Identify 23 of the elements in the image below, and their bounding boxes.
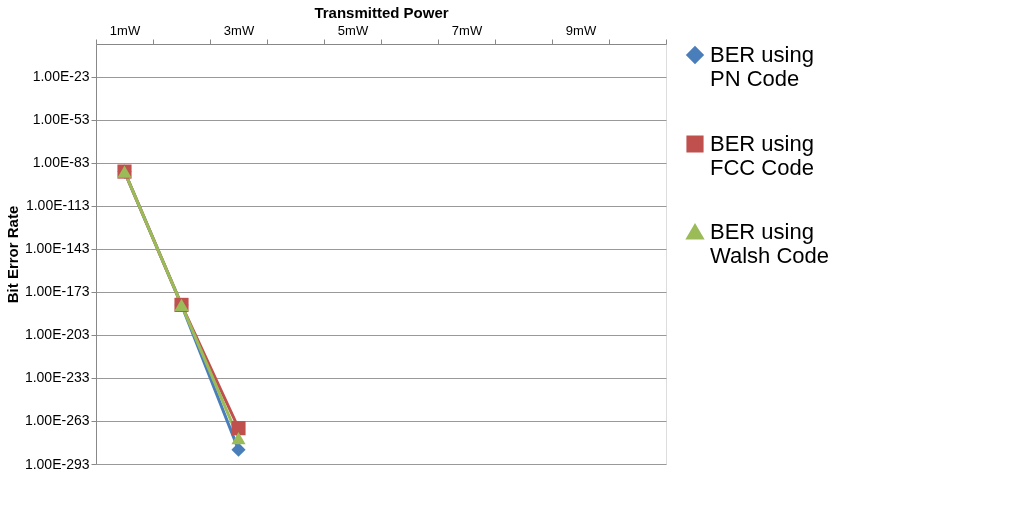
y-tick-label: 1.00E-143: [24, 240, 90, 257]
y-tick-label: 1.00E-113: [25, 197, 90, 214]
y-axis-title: Bit Error Rate: [3, 205, 21, 304]
x-axis-title: Transmitted Power: [314, 3, 449, 21]
y-tick-label: 1.00E-53: [32, 111, 90, 128]
y-tick-label: 1.00E-203: [24, 326, 90, 343]
y-tick-label: 1.00E-233: [24, 369, 90, 386]
legend-label: BER using FCC Code: [710, 131, 814, 180]
x-tick-label: 7mW: [451, 22, 483, 38]
x-tick-label: 5mW: [337, 22, 369, 38]
point: [231, 432, 246, 445]
y-tick-label: 1.00E-173: [24, 283, 90, 300]
x-tick-label: 3mW: [223, 22, 255, 38]
y-tick-label: 1.00E-23: [32, 68, 90, 85]
x-tick-label: 1mW: [109, 22, 141, 38]
y-tick-label: 1.00E-293: [24, 455, 90, 472]
y-tick-label: 1.00E-83: [32, 154, 90, 171]
point: [231, 421, 246, 436]
x-tick-label: 9mW: [565, 22, 597, 38]
legend-label: BER using PN Code: [710, 42, 814, 91]
legend-label: BER using Walsh Code: [710, 219, 830, 268]
y-tick-label: 1.00E-263: [24, 412, 90, 429]
point: [231, 442, 246, 457]
